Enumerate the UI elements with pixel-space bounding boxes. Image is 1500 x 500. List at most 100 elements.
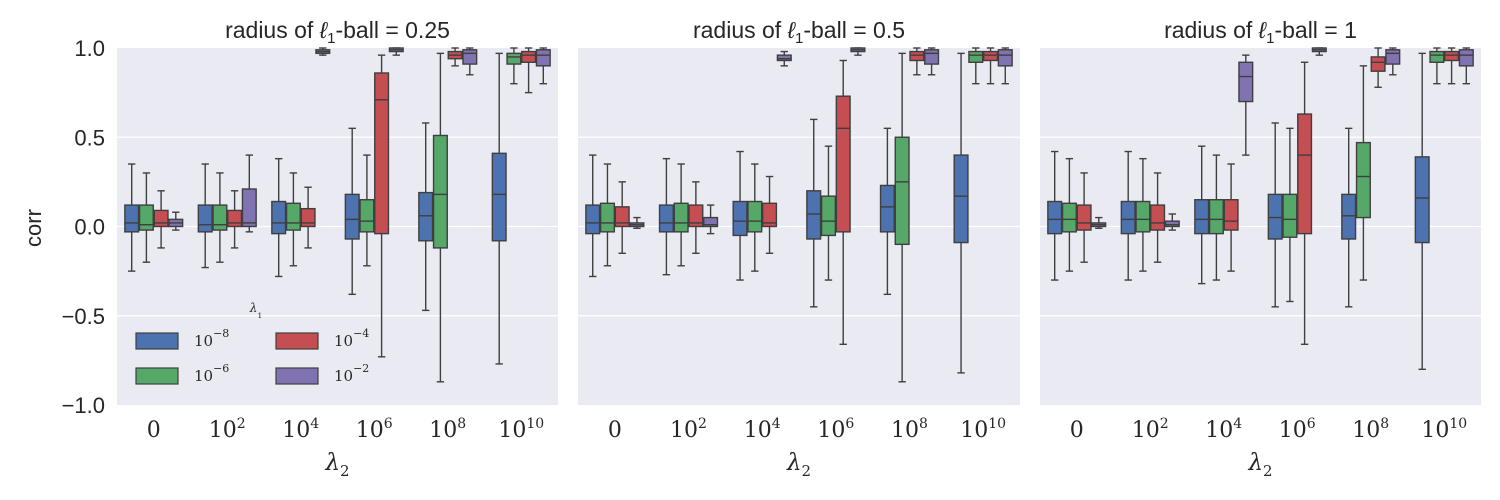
x-tick-label: 0 [1070, 418, 1084, 443]
box-10^-6-10^6 [1282, 127, 1298, 303]
x-tick-label: 0 [608, 418, 622, 443]
box-10^-6-10^2 [212, 172, 228, 263]
box [599, 202, 616, 233]
box [820, 195, 837, 237]
x-tick-label: 104 [1205, 416, 1242, 443]
box-10^-2-0 [1091, 216, 1107, 229]
box [1370, 56, 1386, 72]
box [1341, 193, 1357, 240]
box-10^-8-10^6 [1267, 122, 1283, 308]
box [1444, 50, 1460, 62]
box [491, 152, 507, 242]
box-10^-6-10^10 [1429, 47, 1445, 85]
box [506, 52, 522, 65]
box [124, 204, 140, 233]
box-10^-4-10^10 [521, 47, 537, 94]
box [1194, 199, 1210, 235]
legend: λ1 10−8 10−6 10−4 10−2 [135, 301, 369, 385]
y-tick-label: −0.5 [62, 304, 105, 329]
box [879, 184, 895, 233]
y-tick-label: 1.0 [74, 36, 105, 61]
panel-title: radius of ℓ1-ball = 0.25 [225, 17, 450, 47]
box-10^-2-10^6 [388, 47, 404, 56]
box-10^-8-10^10 [1414, 52, 1430, 370]
box [1164, 220, 1180, 228]
y-axis-label: corr [21, 209, 46, 247]
box-10^-4-10^8 [1370, 47, 1386, 88]
box-10^-6-10^10 [968, 47, 984, 85]
x-tick-label: 102 [670, 416, 707, 443]
x-tick-label: 104 [282, 416, 319, 443]
box [673, 202, 689, 233]
box-10^-6-0 [138, 172, 154, 263]
panel-3: radius of ℓ1-ball = 1 λ2 0 102 104 106 108 1010 [1040, 17, 1481, 480]
box-10^-8-10^2 [1120, 150, 1136, 281]
box-10^-8-10^6 [344, 127, 360, 296]
legend-swatch [275, 332, 319, 350]
x-tick-label: 102 [1132, 416, 1169, 443]
x-tick-label: 108 [429, 416, 466, 443]
x-axis-label: λ2 [786, 450, 811, 480]
x-tick-label: 1010 [960, 416, 1006, 443]
box-10^-6-10^4 [285, 172, 301, 267]
y-tick-label: 0.0 [74, 215, 105, 240]
legend-item: 10−6 [135, 362, 229, 385]
box [806, 190, 822, 240]
box [924, 49, 940, 65]
x-axis-label: λ2 [324, 450, 349, 480]
box [1238, 61, 1254, 103]
panel-1: 1.0 0.5 0.0 −0.5 −1.0 radius of ℓ1-ball = 0.2… [62, 17, 558, 480]
box [909, 50, 925, 62]
box [1076, 204, 1092, 231]
box-10^-2-10^4 [315, 47, 331, 56]
box [614, 206, 630, 228]
box [776, 54, 792, 62]
box [968, 50, 984, 63]
box-10^-2-10^8 [462, 47, 478, 76]
box-10^-8-0 [1047, 150, 1063, 281]
box-10^-8-0 [585, 154, 601, 278]
box-10^-2-10^4 [776, 50, 792, 67]
box-10^-4-10^2 [1150, 172, 1166, 263]
box-10^-4-0 [1076, 172, 1092, 263]
x-tick-label: 106 [356, 416, 393, 443]
box [1297, 113, 1313, 235]
box [1414, 156, 1430, 244]
box [227, 209, 243, 228]
box [153, 209, 169, 228]
box-10^-2-10^8 [924, 47, 940, 76]
box-10^-4-10^4 [1223, 163, 1239, 272]
box-10^-4-10^8 [447, 47, 463, 67]
box-10^-2-10^10 [535, 47, 551, 85]
box [997, 49, 1013, 67]
box-10^-2-10^10 [1458, 47, 1474, 85]
box [344, 193, 360, 240]
box [138, 204, 154, 231]
box-10^-8-10^4 [271, 157, 287, 278]
legend-title: λ1 [249, 301, 263, 320]
box-10^-8-10^10 [491, 52, 507, 365]
box-10^-2-10^6 [1311, 47, 1327, 56]
box [535, 49, 551, 67]
box-10^-8-10^4 [732, 150, 748, 281]
box [300, 207, 316, 228]
box-10^-6-10^10 [506, 47, 522, 85]
box [1429, 50, 1445, 63]
box-10^-2-10^10 [997, 47, 1013, 85]
box [747, 200, 763, 233]
box-10^-6-0 [1061, 157, 1077, 272]
box [1208, 199, 1224, 235]
box [1047, 200, 1063, 235]
box [432, 134, 448, 249]
panel-title: radius of ℓ1-ball = 0.5 [693, 17, 905, 47]
box-10^-4-10^6 [835, 59, 851, 346]
box-10^-2-10^4 [1238, 54, 1254, 156]
box-10^-6-10^2 [673, 163, 689, 267]
box [1150, 204, 1166, 231]
box-10^-8-10^2 [658, 157, 674, 276]
box [1267, 193, 1283, 240]
box-10^-6-10^8 [1355, 65, 1371, 281]
box [703, 216, 719, 228]
box [212, 204, 228, 231]
y-tick-label: 0.5 [74, 125, 105, 150]
